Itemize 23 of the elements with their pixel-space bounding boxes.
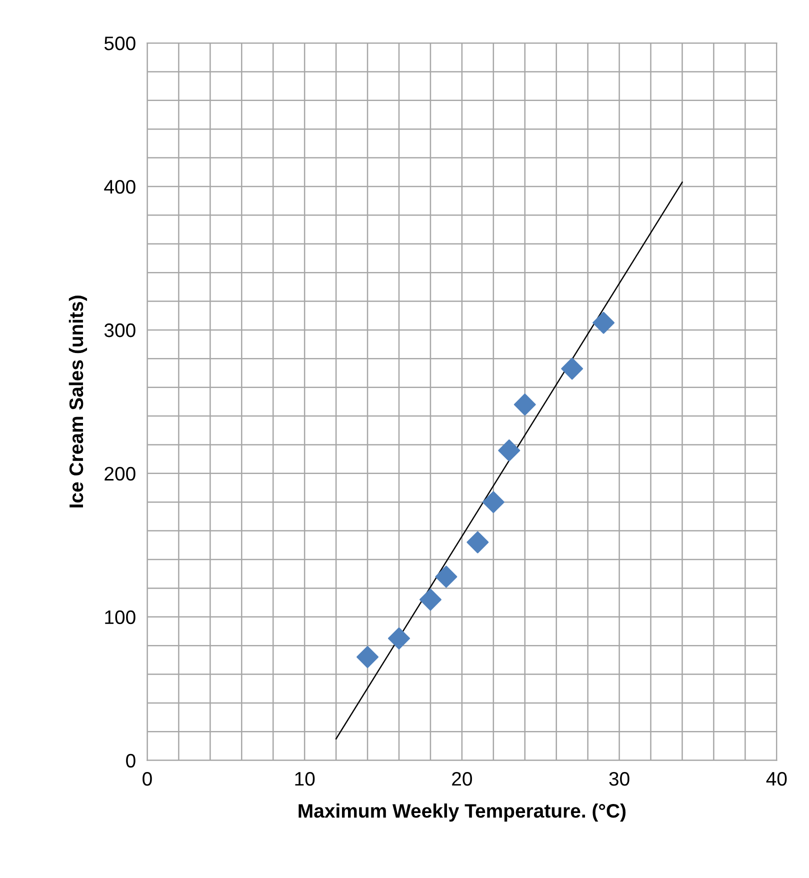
point <box>388 627 410 650</box>
x-tick-label: 0 <box>142 772 152 786</box>
point <box>482 491 504 514</box>
point <box>435 566 458 588</box>
x-tick-label: 10 <box>295 772 315 786</box>
point <box>356 646 379 668</box>
y-tick-label: 200 <box>104 466 136 481</box>
point <box>419 588 442 611</box>
x-tick-label: 30 <box>609 772 630 786</box>
y-tick-label: 500 <box>104 36 136 50</box>
point <box>514 394 536 416</box>
y-tick-label: 100 <box>105 610 136 624</box>
x-tick-label: 40 <box>766 772 787 786</box>
point <box>498 439 520 462</box>
point <box>592 312 615 334</box>
y-tick-label: 400 <box>104 180 136 194</box>
y-axis-title: Ice Cream Sales (units) <box>68 296 88 508</box>
point <box>466 531 489 554</box>
y-tick-label: 300 <box>104 323 136 338</box>
x-axis-title: Maximum Weekly Temperature. (°C) <box>298 803 626 822</box>
y-tick-label: 0 <box>126 754 136 768</box>
x-tick-label: 20 <box>452 772 472 786</box>
point <box>561 358 584 380</box>
